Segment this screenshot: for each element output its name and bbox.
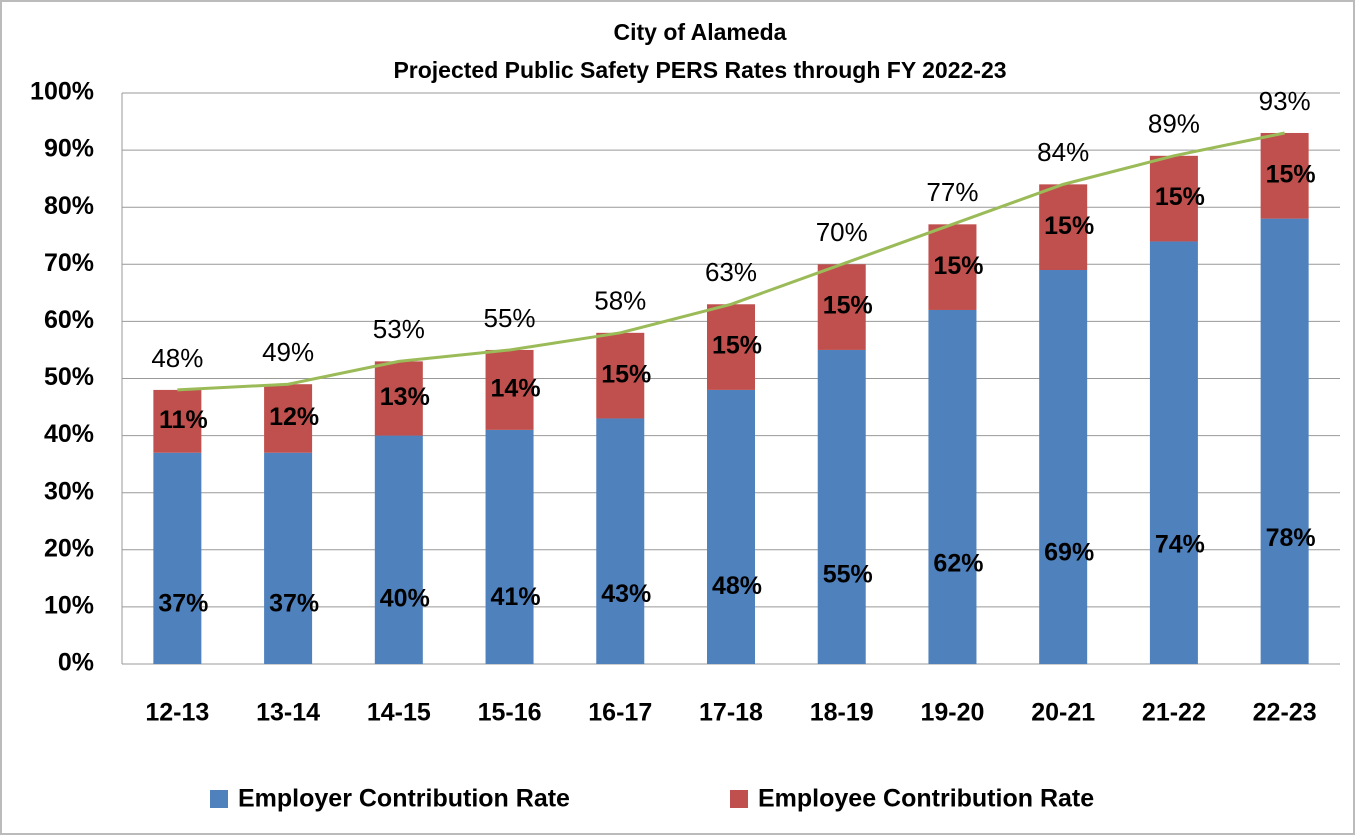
data-label: 15% (933, 252, 983, 280)
data-label: 55% (823, 561, 873, 589)
total-label: 93% (1259, 86, 1311, 116)
data-label: 40% (380, 585, 430, 613)
y-tick-label: 50% (44, 363, 94, 391)
total-label: 55% (484, 303, 536, 333)
y-tick-label: 30% (44, 477, 94, 505)
y-tick-label: 100% (30, 78, 94, 106)
bar-segment (374, 435, 423, 664)
data-label: 48% (712, 572, 762, 600)
bar-segment (928, 309, 977, 664)
bar-segment (596, 418, 645, 664)
total-line (177, 131, 1285, 392)
legend-swatch (210, 790, 228, 808)
x-tick-label: 19-20 (920, 699, 984, 727)
data-label: 14% (491, 375, 541, 403)
total-label: 49% (262, 337, 314, 367)
data-label: 15% (601, 360, 651, 388)
y-tick-label: 80% (44, 192, 94, 220)
total-label: 53% (373, 314, 425, 344)
total-label: 89% (1148, 109, 1200, 139)
bar-segment (707, 389, 755, 664)
data-label: 15% (1044, 212, 1094, 240)
y-tick-label: 10% (44, 592, 94, 620)
x-tick-label: 22-23 (1253, 699, 1317, 727)
data-label: 37% (269, 589, 319, 617)
y-tick-label: 40% (44, 420, 94, 448)
legend-label: Employer Contribution Rate (238, 785, 570, 813)
x-tick-label: 21-22 (1142, 699, 1206, 727)
total-label: 58% (594, 286, 646, 316)
bar-segment (485, 349, 534, 430)
bar-segment (817, 264, 866, 350)
y-tick-label: 20% (44, 534, 94, 562)
chart-subtitle: Projected Public Safety PERS Rates throu… (393, 57, 1006, 83)
chart-title: City of Alameda (614, 19, 787, 45)
bar-segment (485, 429, 534, 664)
bar-segment (928, 224, 977, 310)
total-label: 77% (926, 177, 978, 207)
bar-segment (264, 384, 313, 453)
bar-segment (1149, 241, 1198, 664)
x-tick-label: 14-15 (367, 699, 431, 727)
data-label: 13% (380, 383, 430, 411)
bar-segment (1149, 155, 1198, 242)
y-tick-label: 90% (44, 135, 94, 163)
bar-segment (817, 349, 866, 664)
bar-segment (1039, 270, 1088, 664)
data-label: 12% (269, 403, 319, 431)
x-tick-label: 20-21 (1031, 699, 1095, 727)
data-label: 62% (933, 549, 983, 577)
data-label: 15% (823, 292, 873, 320)
data-label: 74% (1155, 530, 1205, 558)
x-tick-label: 12-13 (145, 699, 209, 727)
data-label: 41% (491, 583, 541, 611)
bar-segment (153, 389, 202, 453)
bar-segment (596, 332, 645, 419)
bar-segment (1260, 132, 1309, 219)
x-tick-label: 15-16 (478, 699, 542, 727)
data-label: 15% (1155, 183, 1205, 211)
legend-label: Employee Contribution Rate (758, 785, 1094, 813)
data-label: 15% (712, 332, 762, 360)
bar-segment (707, 304, 755, 390)
x-tick-label: 18-19 (810, 699, 874, 727)
bar-segment (264, 452, 313, 664)
x-tick-label: 13-14 (256, 699, 320, 727)
total-label: 70% (816, 217, 868, 247)
bar-segment (374, 361, 423, 436)
y-tick-label: 70% (44, 249, 94, 277)
x-tick-label: 17-18 (699, 699, 763, 727)
total-label: 48% (151, 343, 203, 373)
x-tick-label: 16-17 (588, 699, 652, 727)
y-tick-label: 60% (44, 306, 94, 334)
legend-swatch (730, 790, 748, 808)
data-label: 11% (159, 406, 208, 434)
total-label: 84% (1037, 137, 1089, 167)
data-label: 69% (1044, 538, 1094, 566)
data-label: 37% (158, 589, 208, 617)
data-label: 43% (601, 580, 651, 608)
bar-segment (1039, 184, 1088, 271)
bar-segment (1260, 218, 1309, 664)
bar-segment (153, 452, 202, 664)
y-tick-label: 0% (58, 649, 94, 677)
total-label: 63% (705, 257, 757, 287)
data-label: 15% (1266, 160, 1316, 188)
data-label: 78% (1266, 524, 1316, 552)
